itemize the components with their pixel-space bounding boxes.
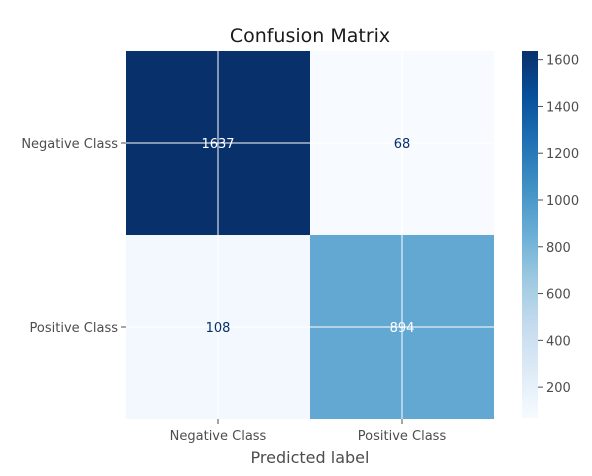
colorbar-tick-label-3: 800	[546, 241, 571, 256]
x-tick-label-1: Positive Class	[358, 429, 447, 444]
colorbar	[522, 51, 538, 418]
y-tick-label-1: Positive Class	[30, 321, 119, 336]
colorbar-tick-label-5: 1200	[546, 147, 579, 162]
colorbar-tick-label-0: 200	[546, 381, 571, 396]
cell-value-1-1: 894	[390, 321, 415, 336]
x-ticks: Negative Class Positive Class	[170, 419, 447, 444]
y-tick-label-0: Negative Class	[21, 137, 118, 152]
cell-value-1-0: 108	[206, 321, 231, 336]
x-axis-label: Predicted label	[251, 448, 370, 467]
colorbar-tick-label-2: 600	[546, 288, 571, 303]
cell-labels: 1637 68 108 894	[201, 137, 414, 336]
colorbar-tick-label-1: 400	[546, 334, 571, 349]
colorbar-tick-label-4: 1000	[546, 194, 579, 209]
y-ticks: Negative Class Positive Class	[21, 137, 126, 336]
colorbar-ticks: 200 400 600 800 1000 1200 1400 1600	[538, 54, 579, 396]
cell-value-0-1: 68	[394, 137, 411, 152]
cell-value-0-0: 1637	[201, 137, 234, 152]
heatmap-grid	[126, 51, 494, 419]
colorbar-tick-label-6: 1400	[546, 100, 579, 115]
colorbar-tick-label-7: 1600	[546, 54, 579, 69]
chart-title: Confusion Matrix	[230, 25, 390, 47]
heatmap-cells	[126, 51, 494, 419]
x-tick-label-0: Negative Class	[170, 429, 267, 444]
